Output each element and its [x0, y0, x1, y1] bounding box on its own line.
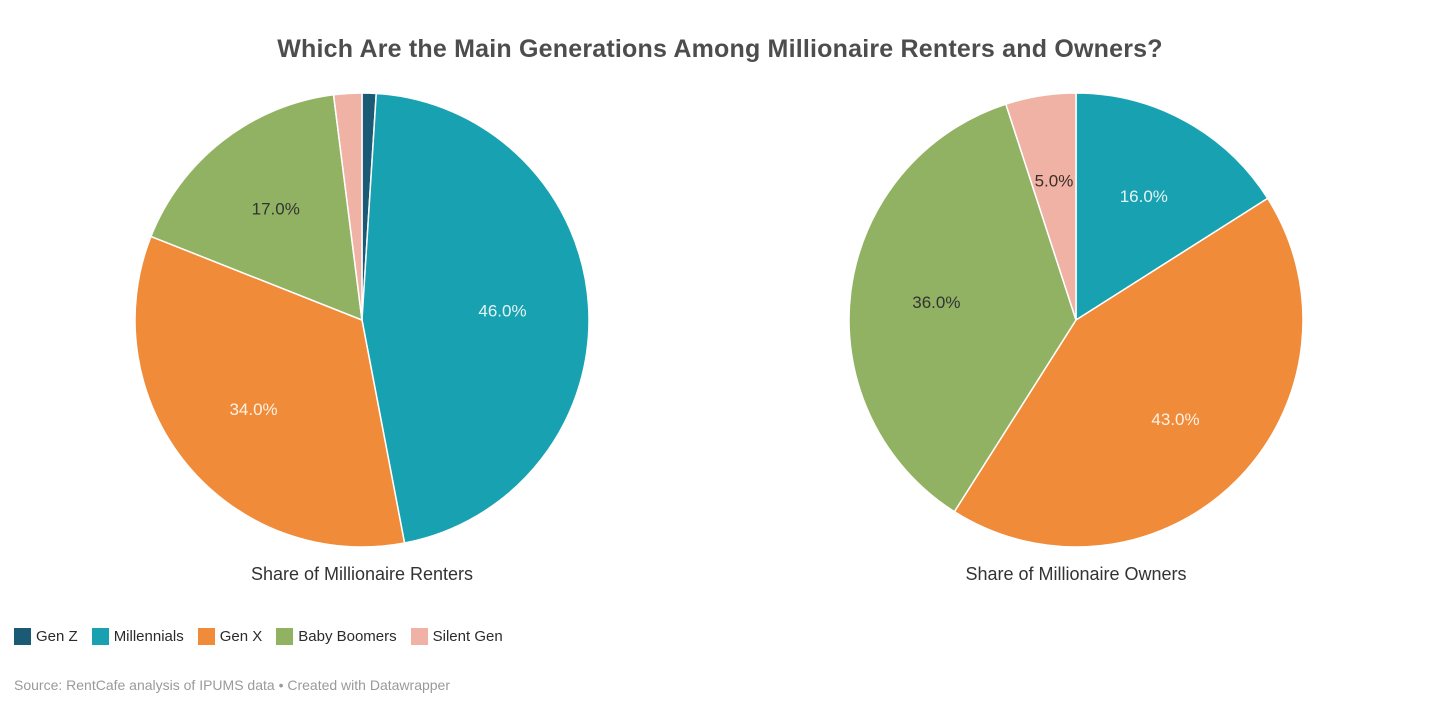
- legend-swatch-icon: [410, 628, 428, 645]
- slice-value-label-millennials: 16.0%: [1120, 187, 1168, 206]
- pie-chart-owners: 16.0% 43.0% 36.0% 5.0%: [848, 92, 1304, 548]
- legend-swatch-icon: [14, 628, 31, 645]
- legend-label: Baby Boomers: [298, 628, 397, 645]
- pie-slice-silent-gen: [1005, 92, 1077, 321]
- pie-slice-gen-x: [953, 197, 1304, 548]
- slice-value-label-baby-boomers: 36.0%: [912, 293, 960, 312]
- pie-chart-renters: 46.0% 34.0% 17.0%: [134, 92, 590, 548]
- slice-value-label-baby-boomers: 17.0%: [252, 199, 300, 218]
- legend-label: Silent Gen: [432, 628, 503, 645]
- slice-value-label-millennials: 46.0%: [478, 302, 526, 321]
- legend-item-gen-z: Gen Z: [14, 628, 78, 645]
- pie-title-renters: Share of Millionaire Renters: [250, 564, 474, 584]
- legend-swatch-icon: [276, 628, 294, 645]
- legend: Gen Z Millennials Gen X Baby Boomers Silent …: [14, 628, 503, 645]
- pie-slice-silent-gen: [332, 92, 363, 321]
- source-note: Source: RentCafe analysis of IPUMS data …: [14, 677, 450, 693]
- pie-slice-millennials: [361, 92, 590, 544]
- legend-swatch-icon: [91, 628, 109, 645]
- slice-value-label-gen-x: 34.0%: [229, 400, 277, 419]
- chart-title: Which Are the Main Generations Among Mil…: [277, 35, 1163, 63]
- pie-title-owners: Share of Millionaire Owners: [965, 564, 1187, 584]
- legend-item-gen-x: Gen X: [197, 628, 263, 645]
- slice-value-label-silent-gen: 5.0%: [1035, 171, 1074, 190]
- pie-slice-baby-boomers: [150, 94, 363, 321]
- legend-label: Millennials: [113, 628, 184, 645]
- slice-value-label-gen-x: 43.0%: [1151, 410, 1199, 429]
- legend-item-millennials: Millennials: [91, 628, 184, 645]
- legend-item-baby-boomers: Baby Boomers: [276, 628, 397, 645]
- legend-item-silent-gen: Silent Gen: [410, 628, 503, 645]
- pie-slice-gen-x: [134, 235, 406, 548]
- legend-label: Gen X: [219, 628, 263, 645]
- pie-slice-baby-boomers: [848, 103, 1077, 513]
- pie-slice-millennials: [1075, 92, 1269, 321]
- legend-swatch-icon: [197, 628, 215, 645]
- legend-label: Gen Z: [36, 628, 78, 645]
